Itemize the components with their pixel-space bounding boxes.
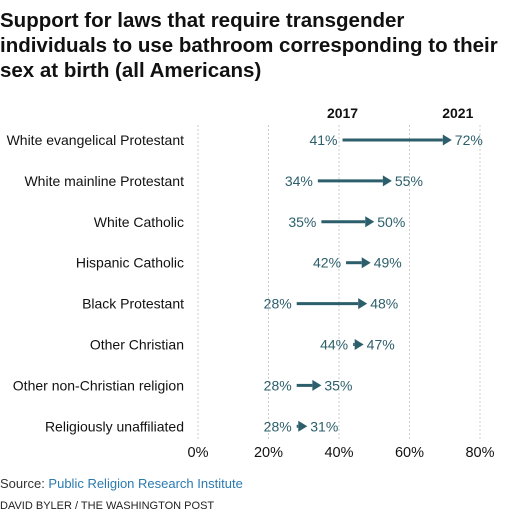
category-label: Hispanic Catholic <box>76 255 184 271</box>
year-end-label: 2021 <box>442 105 473 121</box>
category-label: Religiously unaffiliated <box>45 418 184 434</box>
arrow-head <box>354 339 364 350</box>
x-tick-label: 60% <box>395 445 424 461</box>
start-value-label: 44% <box>320 337 348 353</box>
year-labels: 2017 2021 <box>327 105 474 121</box>
start-value-label: 35% <box>288 214 316 230</box>
source-link[interactable]: Public Religion Research Institute <box>48 476 243 491</box>
end-value-label: 50% <box>377 214 405 230</box>
end-value-label: 72% <box>455 132 483 148</box>
source-prefix: Source: <box>0 476 49 491</box>
start-value-label: 41% <box>309 132 337 148</box>
end-value-label: 55% <box>395 173 423 189</box>
start-value-label: 28% <box>264 418 292 434</box>
category-label: Other Christian <box>90 337 184 353</box>
x-tick-label: 80% <box>465 445 494 461</box>
year-start-label: 2017 <box>327 105 358 121</box>
end-value-label: 47% <box>367 337 395 353</box>
start-value-label: 28% <box>264 377 292 393</box>
end-value-label: 31% <box>310 418 338 434</box>
arrow-head <box>382 175 392 187</box>
arrows <box>296 134 452 432</box>
start-value-label: 28% <box>264 296 292 312</box>
category-label: Black Protestant <box>82 296 184 312</box>
category-label: White evangelical Protestant <box>7 132 185 148</box>
end-value-label: 35% <box>324 377 352 393</box>
category-labels: White evangelical Protestant White mainli… <box>7 132 185 434</box>
end-value-label: 49% <box>374 255 402 271</box>
arrow-head <box>361 257 371 269</box>
arrow-head <box>312 379 322 391</box>
chart-title: Support for laws that require transgende… <box>0 9 498 82</box>
x-tick-label: 40% <box>324 445 353 461</box>
x-tick-label: 20% <box>254 445 283 461</box>
arrow-head <box>365 216 375 228</box>
start-value-label: 34% <box>285 173 313 189</box>
start-value-label: 42% <box>313 255 341 271</box>
x-tick-label: 0% <box>188 445 209 461</box>
arrow-head <box>358 298 368 310</box>
category-label: Other non-Christian religion <box>13 377 184 393</box>
arrow-head <box>298 420 308 432</box>
credit-line: DAVID BYLER / THE WASHINGTON POST <box>0 500 215 512</box>
arrow-head <box>442 134 452 146</box>
grid-lines <box>197 125 481 440</box>
end-value-label: 48% <box>370 296 398 312</box>
x-tick-labels: 0% 20% 40% 60% 80% <box>188 445 495 461</box>
category-label: White mainline Protestant <box>24 173 184 189</box>
category-label: White Catholic <box>94 214 184 230</box>
value-labels: 41% 72% 34% 55% 35% 50% 42% 49% 28% 48% 44% 47% 28% 3… <box>264 132 483 434</box>
source-note: Source: Public Religion Research Institu… <box>0 476 243 491</box>
